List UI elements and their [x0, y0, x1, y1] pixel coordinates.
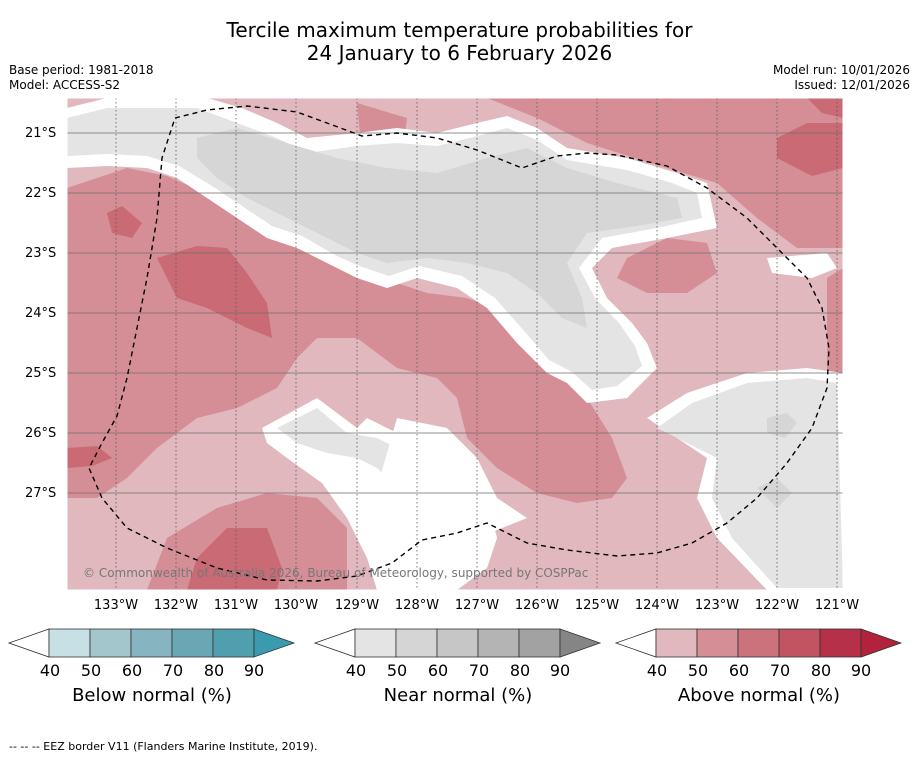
- near-swatch: [436, 628, 479, 658]
- lat-label: 22°S: [25, 186, 57, 201]
- lon-label: 121°W: [814, 598, 860, 613]
- below-swatch: [48, 628, 91, 658]
- meta-left: Base period: 1981-2018 Model: ACCESS-S2: [9, 63, 154, 93]
- lat-label: 24°S: [25, 306, 57, 321]
- issued-date: Issued: 12/01/2026: [794, 78, 910, 92]
- above-normal-colorbar: [615, 628, 903, 658]
- above-swatch: [696, 628, 739, 658]
- base-period: Base period: 1981-2018: [9, 63, 154, 77]
- title-line-1: Tercile maximum temperature probabilitie…: [226, 18, 693, 42]
- lon-label: 122°W: [754, 598, 800, 613]
- eez-footnote: -- -- -- EEZ border V11 (Flanders Marine…: [9, 740, 318, 753]
- near-50-region-north: [197, 128, 682, 328]
- near-swatch: [354, 628, 397, 658]
- lon-label: 126°W: [514, 598, 560, 613]
- near-normal-colorbar: [314, 628, 602, 658]
- above-60-region-1: [157, 246, 272, 338]
- above-60-region-6: [187, 528, 282, 590]
- near-extend-high: [559, 628, 602, 658]
- below-normal-title: Below normal (%): [72, 685, 232, 706]
- below-tick: 50: [80, 661, 102, 680]
- below-swatch: [171, 628, 214, 658]
- below-tick: 90: [243, 661, 265, 680]
- near-tick: 90: [549, 661, 571, 680]
- above-swatch: [819, 628, 862, 658]
- near-tick: 50: [386, 661, 408, 680]
- below-extend-high: [253, 628, 296, 658]
- above-tick: 80: [810, 661, 832, 680]
- near-tick: 80: [509, 661, 531, 680]
- below-swatch: [130, 628, 173, 658]
- above-tick: 50: [687, 661, 709, 680]
- above-extend-high: [860, 628, 903, 658]
- lat-label: 26°S: [25, 426, 57, 441]
- above-swatch: [778, 628, 821, 658]
- below-tick: 80: [203, 661, 225, 680]
- title-line-2: 24 January to 6 February 2026: [306, 41, 613, 65]
- lat-grid: [67, 132, 843, 494]
- lon-label: 129°W: [334, 598, 380, 613]
- model-name: Model: ACCESS-S2: [9, 78, 121, 92]
- lon-label: 128°W: [394, 598, 440, 613]
- below-tick: 40: [39, 661, 61, 680]
- lon-label: 124°W: [634, 598, 680, 613]
- near-tick: 60: [427, 661, 449, 680]
- lon-label: 132°W: [153, 598, 199, 613]
- eez-border: [88, 105, 830, 582]
- map-title: Tercile maximum temperature probabilitie…: [0, 19, 919, 65]
- near-50-region-east: [767, 413, 797, 438]
- map-copyright: © Commonwealth of Australia 2026, Bureau…: [83, 566, 588, 580]
- above-60-region-5: [67, 446, 112, 468]
- near-swatch: [477, 628, 520, 658]
- lon-label: 130°W: [273, 598, 319, 613]
- lon-label: 131°W: [213, 598, 259, 613]
- near-extend-low: [314, 628, 356, 658]
- above-60-region-3: [777, 123, 843, 176]
- lat-label: 23°S: [25, 246, 57, 261]
- lon-label: 127°W: [454, 598, 500, 613]
- near-40-outline-patch: [767, 253, 837, 278]
- near-swatch: [518, 628, 561, 658]
- above-tick: 60: [728, 661, 750, 680]
- lat-label: 25°S: [25, 366, 57, 381]
- near-tick: 40: [345, 661, 367, 680]
- near-normal-title: Near normal (%): [383, 685, 533, 706]
- below-extend-low: [8, 628, 50, 658]
- above-swatch: [655, 628, 698, 658]
- near-tick: 70: [468, 661, 490, 680]
- model-run: Model run: 10/01/2026: [772, 63, 910, 77]
- below-tick: 60: [121, 661, 143, 680]
- above-50-region-north: [217, 98, 843, 248]
- near-40-region-east: [657, 378, 843, 588]
- meta-right: Model run: 10/01/2026 Issued: 12/01/2026: [773, 63, 910, 93]
- below-tick: 70: [162, 661, 184, 680]
- above-extend-low: [615, 628, 657, 658]
- above-tick: 40: [646, 661, 668, 680]
- lon-label: 125°W: [574, 598, 620, 613]
- below-swatch: [212, 628, 255, 658]
- above-normal-title: Above normal (%): [677, 685, 841, 706]
- lat-label: 21°S: [25, 126, 57, 141]
- lon-label: 123°W: [694, 598, 740, 613]
- lon-label: 133°W: [93, 598, 139, 613]
- above-tick: 70: [769, 661, 791, 680]
- lat-label: 27°S: [25, 486, 57, 501]
- near-swatch: [395, 628, 438, 658]
- above-50-region-east-1: [617, 238, 717, 293]
- below-swatch: [89, 628, 132, 658]
- above-swatch: [737, 628, 780, 658]
- probability-map: © Commonwealth of Australia 2026, Bureau…: [67, 98, 843, 590]
- below-normal-colorbar: [8, 628, 296, 658]
- above-tick: 90: [850, 661, 872, 680]
- above-60-region-4: [807, 98, 843, 118]
